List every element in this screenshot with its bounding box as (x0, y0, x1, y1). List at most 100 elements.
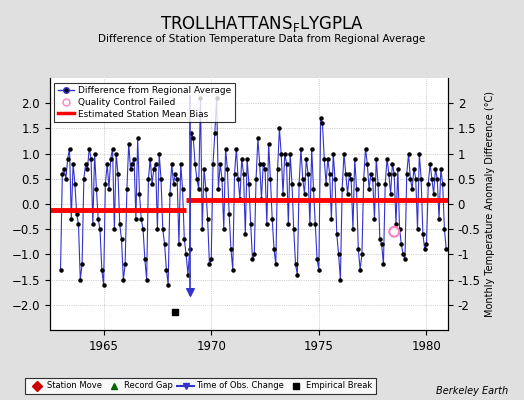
Point (305, 221, 314, 227)
Point (196, 95, 205, 101)
Point (365, 186, 373, 192)
Point (225, 211, 233, 217)
Point (388, 160, 397, 167)
Point (333, 231, 341, 238)
Point (324, 156, 332, 162)
Point (311, 221, 320, 227)
Point (214, 186, 223, 192)
Point (159, 226, 167, 232)
Point (67, 216, 75, 222)
Point (57, 266, 65, 273)
Point (81, 160, 90, 167)
Point (139, 226, 147, 232)
Point (291, 261, 300, 268)
Point (421, 246, 429, 252)
Point (331, 176, 339, 182)
Point (69, 160, 77, 167)
Point (433, 176, 441, 182)
Point (193, 176, 201, 182)
Point (399, 251, 407, 258)
Point (110, 226, 118, 232)
Point (392, 221, 400, 227)
Point (342, 170, 350, 177)
Point (329, 150, 337, 157)
Point (426, 160, 434, 167)
Point (288, 181, 296, 187)
Point (182, 251, 190, 258)
Point (58, 170, 67, 177)
Point (302, 156, 311, 162)
Point (74, 221, 83, 227)
Point (146, 156, 155, 162)
Point (66, 145, 74, 152)
Point (435, 216, 443, 222)
Point (336, 276, 345, 283)
Point (62, 176, 70, 182)
Point (178, 186, 187, 192)
Point (436, 166, 445, 172)
Point (164, 282, 172, 288)
Point (374, 181, 382, 187)
Point (370, 216, 379, 222)
Point (308, 145, 316, 152)
Point (299, 176, 307, 182)
Point (189, 135, 198, 142)
Point (290, 226, 298, 232)
Point (372, 156, 380, 162)
Point (359, 176, 368, 182)
Point (248, 256, 257, 263)
Point (284, 221, 292, 227)
Point (381, 181, 389, 187)
Point (363, 160, 372, 167)
Point (119, 276, 127, 283)
Point (252, 176, 260, 182)
Point (256, 160, 264, 167)
Point (347, 176, 355, 182)
Point (245, 181, 253, 187)
Point (318, 120, 326, 126)
Point (257, 196, 266, 202)
Point (408, 186, 417, 192)
Point (313, 256, 321, 263)
Point (354, 246, 363, 252)
Text: Berkeley Earth: Berkeley Earth (436, 386, 508, 396)
Point (422, 241, 431, 248)
Point (368, 176, 377, 182)
Point (243, 156, 252, 162)
Point (144, 176, 152, 182)
Point (402, 170, 411, 177)
Point (424, 181, 432, 187)
Point (130, 156, 138, 162)
Point (220, 226, 228, 232)
Point (239, 170, 248, 177)
Point (316, 115, 325, 122)
Point (76, 276, 84, 283)
Point (263, 221, 271, 227)
Point (259, 160, 267, 167)
Point (114, 170, 122, 177)
Point (270, 246, 278, 252)
Point (274, 166, 282, 172)
Point (171, 170, 180, 177)
Point (327, 216, 335, 222)
Point (180, 236, 189, 242)
Point (271, 261, 280, 268)
Point (315, 266, 323, 273)
Point (174, 241, 183, 248)
Point (396, 226, 404, 232)
Point (237, 156, 246, 162)
Point (250, 251, 258, 258)
Point (362, 145, 370, 152)
Point (261, 166, 269, 172)
Point (60, 166, 68, 172)
Point (430, 191, 438, 197)
Point (442, 246, 451, 252)
Point (377, 241, 386, 248)
Point (101, 181, 110, 187)
Point (297, 145, 305, 152)
Point (322, 181, 330, 187)
Point (340, 150, 348, 157)
Point (121, 261, 129, 268)
Point (410, 166, 418, 172)
Legend: Station Move, Record Gap, Time of Obs. Change, Empirical Break: Station Move, Record Gap, Time of Obs. C… (25, 378, 376, 394)
